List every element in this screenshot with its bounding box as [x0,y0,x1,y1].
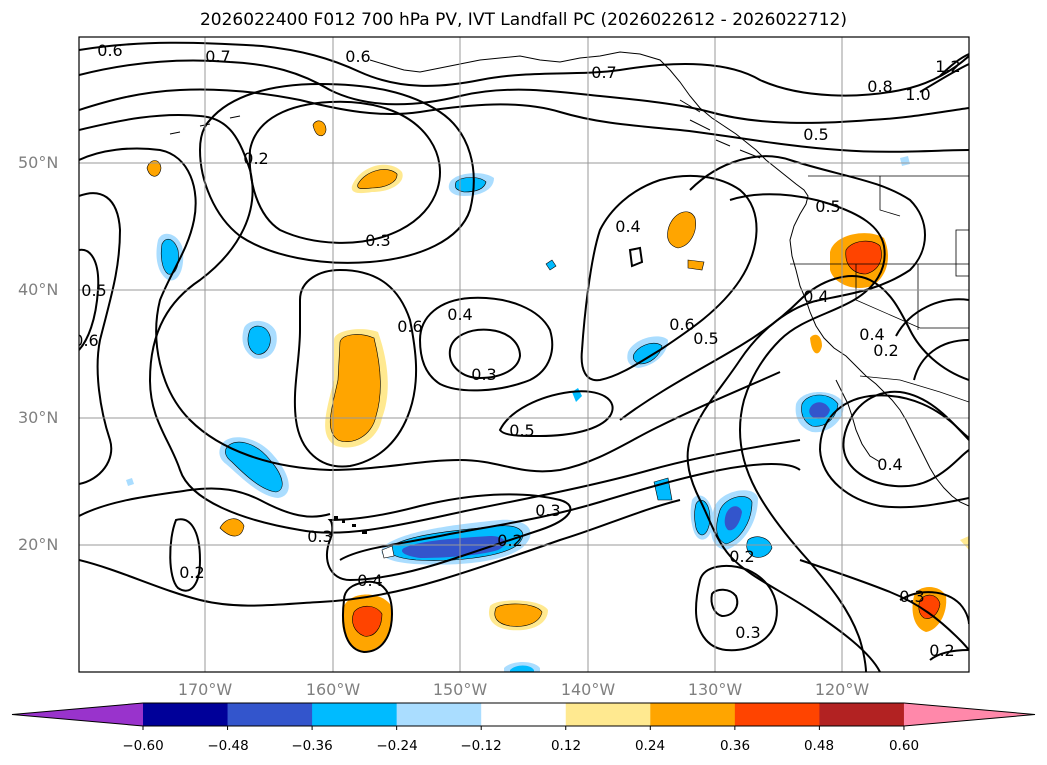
colorbar-extend-min [12,703,143,726]
negative-anomaly [401,536,505,558]
colorbar-tick-label: 0.60 [888,738,920,754]
negative-anomaly [724,506,742,531]
latitude-label: 50°N [18,153,59,172]
contour-label: 0.3 [899,587,924,606]
contour-label: 0.3 [365,231,390,250]
contour-label: 0.3 [535,501,560,520]
contour-label: 0.6 [345,47,370,66]
longitude-label: 150°W [432,680,488,699]
contour-label: 0.7 [591,63,616,82]
contour-label: 0.2 [243,149,268,168]
negative-anomaly [247,325,271,355]
longitude-label: 140°W [560,680,616,699]
map-background [79,37,969,672]
contour-label: 0.4 [357,571,382,590]
colorbar-segment [227,703,313,726]
colorbar-segment [734,703,820,726]
contour-label: 0.6 [397,317,422,336]
longitude-label: 160°W [305,680,361,699]
contour-label: 0.6 [73,331,98,350]
latitude-label: 30°N [18,408,59,427]
figure-title: 2026022400 F012 700 hPa PV, IVT Landfall… [199,10,847,30]
contour-label: 0.6 [669,315,694,334]
contour-label: 0.2 [179,563,204,582]
contour-label: 0.2 [929,641,954,660]
colorbar-tick-label: −0.36 [291,738,333,754]
colorbar-segment [650,703,736,726]
contour-label: 0.5 [693,329,718,348]
longitude-label: 130°W [687,680,743,699]
map-frame [78,36,970,673]
contour-label: 0.5 [803,125,828,144]
contour-label: 0.3 [307,527,332,546]
colorbar-segment [481,703,567,726]
contour-label: 0.5 [509,421,534,440]
contour-label: 0.2 [497,531,522,550]
colorbar-segment [819,703,905,726]
contour-label: 0.4 [877,455,902,474]
longitude-label: 120°W [814,680,870,699]
contour-label: 0.2 [873,341,898,360]
colorbar-segment [312,703,398,726]
contour-label: 0.4 [615,217,640,236]
colorbar-segment [143,703,229,726]
contour-labels: 0.6 0.7 0.6 0.7 0.8 1.0 1.2 0.5 0.2 0.3 … [73,41,961,660]
contour-label: 0.2 [729,547,754,566]
contour-label: 0.8 [867,77,892,96]
colorbar-segment [565,703,651,726]
negative-anomaly [809,402,830,419]
longitude-label: 170°W [177,680,233,699]
contour-label: 0.3 [471,365,496,384]
colorbar-tick-label: −0.60 [122,738,164,754]
contour-label: 0.5 [81,281,106,300]
state-boundaries [790,175,969,403]
contour-label: 0.6 [97,41,122,60]
colorbar-tick-label: −0.48 [207,738,249,754]
pv-contours [79,41,969,672]
colorbar-tick-label: 0.12 [550,738,582,754]
colorbar-tick-label: 0.48 [803,738,835,754]
latitude-label: 20°N [18,535,59,554]
colorbar-tick-label: 0.36 [719,738,751,754]
contour-label: 0.7 [205,47,230,66]
contour-label: 1.2 [935,57,960,76]
colorbar-tick-label: 0.24 [634,738,666,754]
contour-label: 0.4 [447,305,472,324]
positive-anomaly [329,334,381,442]
contour-label: 0.4 [803,287,828,306]
contour-label: 1.0 [905,85,930,104]
positive-anomaly [845,240,882,275]
contour-label: 0.3 [735,623,760,642]
colorbar [11,702,1036,730]
colorbar-tick-label: −0.12 [460,738,502,754]
colorbar-segment [396,703,482,726]
latitude-label: 40°N [18,280,59,299]
positive-anomaly [352,605,383,637]
hawaiian-islands [334,516,367,534]
colorbar-tick-label: −0.24 [376,738,418,754]
colorbar-extend-max [903,703,1035,726]
contour-label: 0.4 [859,325,884,344]
graticule [79,37,969,672]
contour-label: 0.5 [815,197,840,216]
